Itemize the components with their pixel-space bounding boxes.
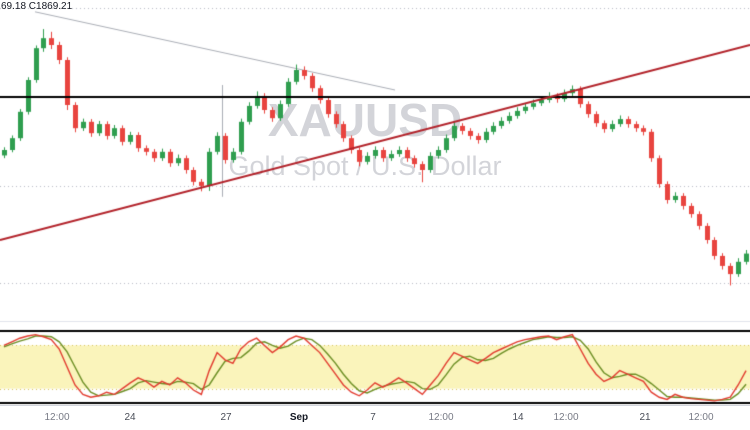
time-axis-label: 12:00 (44, 412, 69, 423)
time-axis-label: Sep (290, 412, 308, 423)
time-axis-label: 24 (124, 412, 135, 423)
ohlc-legend: 69.18 C1869.21 (1, 1, 72, 12)
time-axis-label: 7 (370, 412, 376, 423)
time-axis-label: 12:00 (688, 412, 713, 423)
time-axis-label: 12:00 (553, 412, 578, 423)
time-axis-label: 14 (512, 412, 523, 423)
time-axis-label: 12:00 (428, 412, 453, 423)
trading-chart: XAUUSD Gold Spot / U.S. Dollar 69.18 C18… (0, 0, 750, 430)
time-axis-label: 21 (639, 412, 650, 423)
time-axis[interactable]: 12:00 24 27 Sep 7 12:00 14 12:00 21 12:00 (0, 405, 750, 430)
time-axis-label: 27 (220, 412, 231, 423)
price-chart-canvas[interactable] (0, 0, 750, 430)
